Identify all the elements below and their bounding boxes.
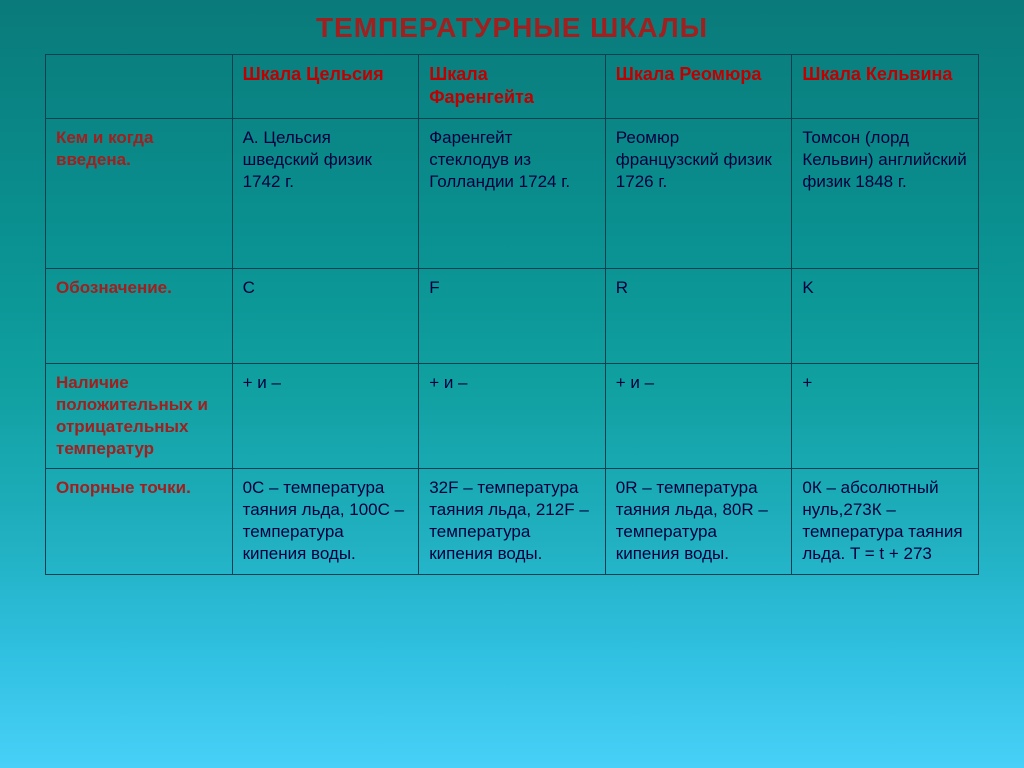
- cell-ref-c3: 0R – температура таяния льда, 80R – темп…: [605, 469, 792, 574]
- cell-ref-c4: 0К – абсолютный нуль,273К – температура …: [792, 469, 979, 574]
- header-reaumur: Шкала Реомюра: [605, 55, 792, 119]
- cell-sign-c2: + и –: [419, 363, 606, 468]
- header-empty: [46, 55, 233, 119]
- header-kelvin: Шкала Кельвина: [792, 55, 979, 119]
- cell-sym-c2: F: [419, 268, 606, 363]
- row-who-when: Кем и когда введена. А. Цельсия шведский…: [46, 118, 979, 268]
- row-label-symbol: Обозначение.: [46, 268, 233, 363]
- header-fahrenheit: Шкала Фаренгейта: [419, 55, 606, 119]
- temperature-scales-table: Шкала Цельсия Шкала Фаренгейта Шкала Рео…: [45, 54, 979, 575]
- cell-sym-c4: K: [792, 268, 979, 363]
- cell-who-c3: Реомюр французский физик 1726 г.: [605, 118, 792, 268]
- cell-ref-c2: 32F – температура таяния льда, 212F – те…: [419, 469, 606, 574]
- row-signs: Наличие положительных и отрицательных те…: [46, 363, 979, 468]
- row-label-refpoints: Опорные точки.: [46, 469, 233, 574]
- cell-who-c1: А. Цельсия шведский физик 1742 г.: [232, 118, 419, 268]
- cell-sym-c3: R: [605, 268, 792, 363]
- slide-container: ТЕМПЕРАТУРНЫЕ ШКАЛЫ Шкала Цельсия Шкала …: [0, 0, 1024, 768]
- slide-title: ТЕМПЕРАТУРНЫЕ ШКАЛЫ: [45, 12, 979, 44]
- row-refpoints: Опорные точки. 0С – температура таяния л…: [46, 469, 979, 574]
- cell-ref-c1: 0С – температура таяния льда, 100С – тем…: [232, 469, 419, 574]
- cell-sym-c1: C: [232, 268, 419, 363]
- cell-sign-c1: + и –: [232, 363, 419, 468]
- cell-sign-c4: +: [792, 363, 979, 468]
- row-label-who: Кем и когда введена.: [46, 118, 233, 268]
- cell-who-c2: Фаренгейт стеклодув из Голландии 1724 г.: [419, 118, 606, 268]
- header-row: Шкала Цельсия Шкала Фаренгейта Шкала Рео…: [46, 55, 979, 119]
- row-label-signs: Наличие положительных и отрицательных те…: [46, 363, 233, 468]
- cell-who-c4: Томсон (лорд Кельвин) английский физик 1…: [792, 118, 979, 268]
- row-symbol: Обозначение. C F R K: [46, 268, 979, 363]
- header-celsius: Шкала Цельсия: [232, 55, 419, 119]
- cell-sign-c3: + и –: [605, 363, 792, 468]
